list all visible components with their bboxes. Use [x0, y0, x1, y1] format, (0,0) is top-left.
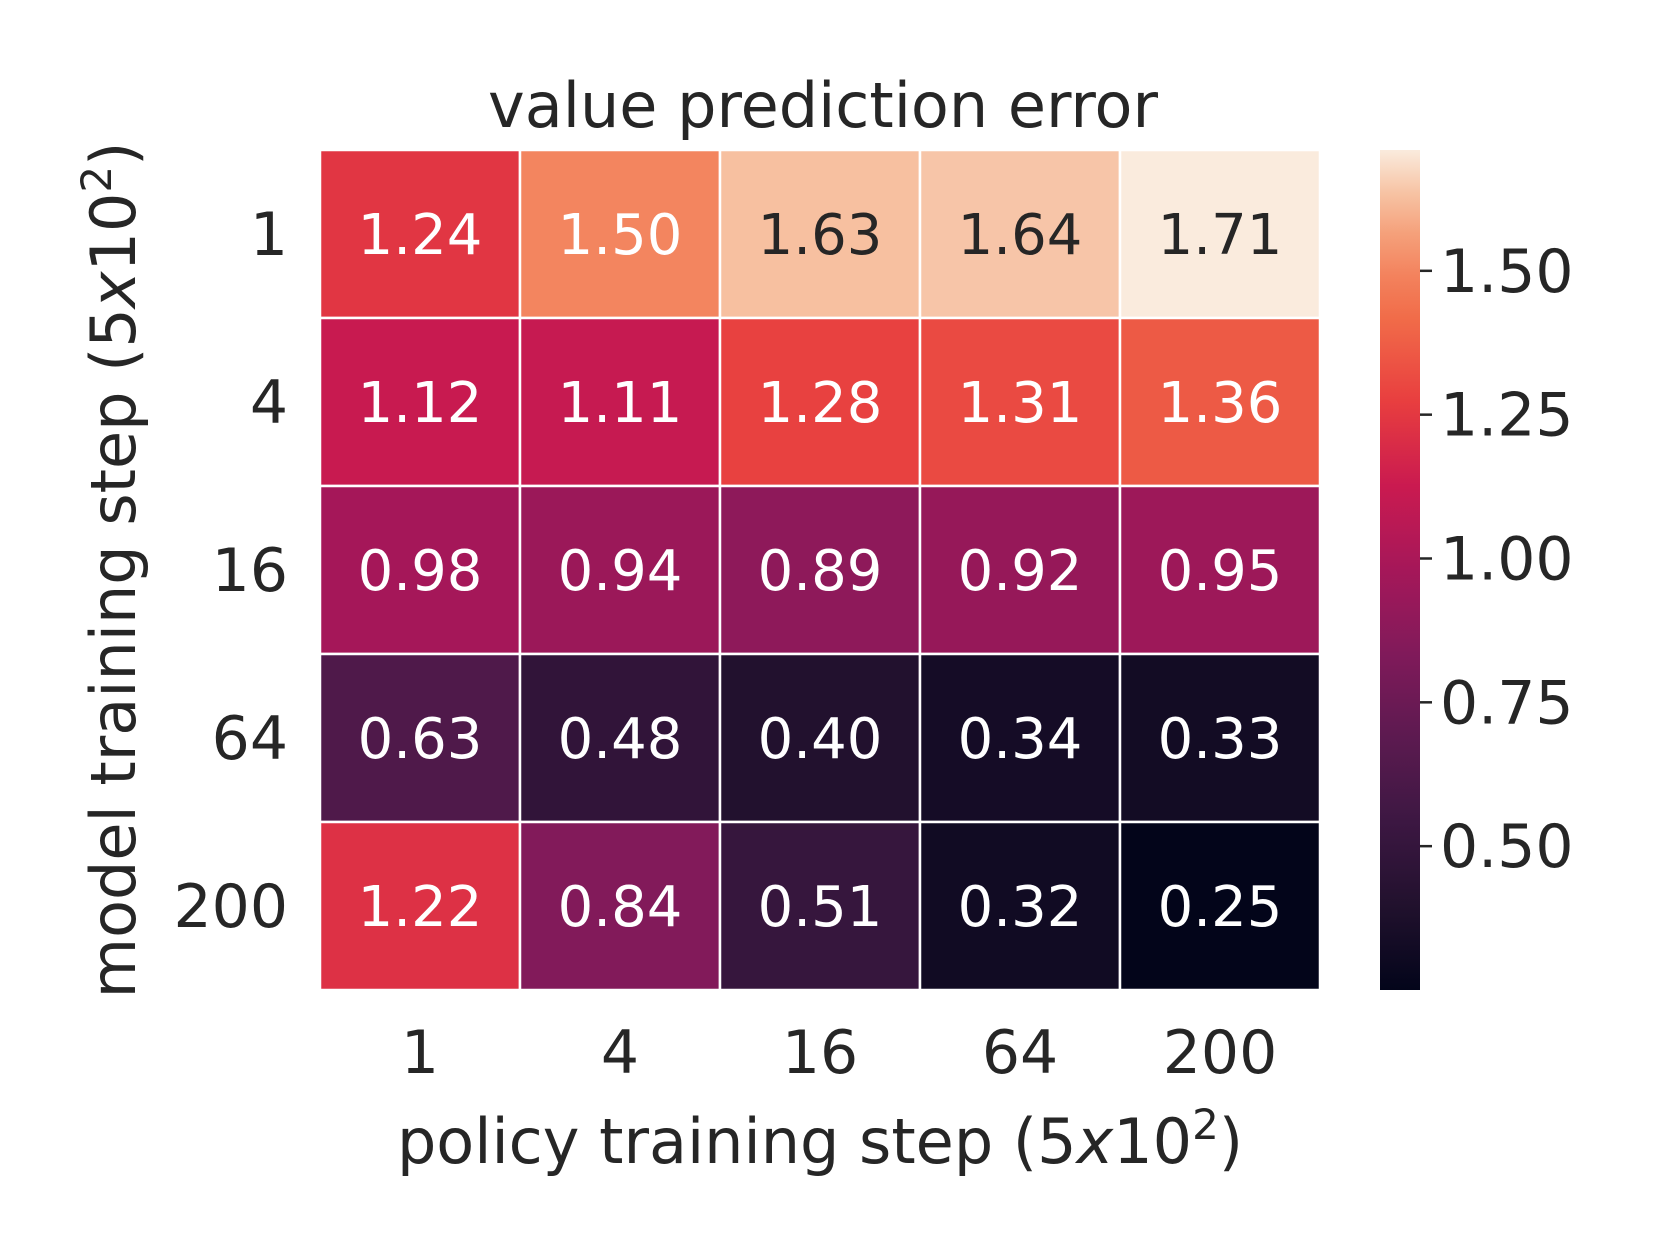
heatmap-cell [518, 148, 722, 320]
chart-title: value prediction error [488, 69, 1158, 142]
y-axis-label-italic: x [77, 270, 150, 310]
cell-value-label: 0.25 [1158, 875, 1283, 940]
cell-value-label: 0.84 [558, 875, 683, 940]
y-axis-label-close: ) [77, 142, 150, 166]
cell-value-label: 1.71 [1158, 203, 1283, 268]
cell-value-label: 0.33 [1158, 707, 1283, 772]
x-axis-label-text: policy training step (5 [397, 1105, 1077, 1178]
heatmap-cell [1118, 148, 1322, 320]
cell-value-label: 0.94 [558, 539, 683, 604]
x-tick-labels: 1 4 16 64 200 [401, 1018, 1277, 1088]
heatmap-cell [718, 316, 922, 488]
heatmap-cell [318, 148, 522, 320]
cell-value-label: 1.64 [958, 203, 1083, 268]
x-tick-label: 4 [601, 1018, 639, 1088]
colorbar-tick-label: 0.50 [1440, 812, 1574, 882]
cell-value-label: 1.36 [1158, 371, 1283, 436]
y-tick-label: 1 [250, 200, 288, 270]
cell-value-label: 1.12 [358, 371, 483, 436]
heatmap-cell [1118, 316, 1322, 488]
colorbar [1380, 150, 1420, 990]
x-axis-label: policy training step (5x102) [397, 1100, 1243, 1179]
cell-value-labels: 1.24 1.50 1.63 1.64 1.71 1.12 1.11 1.28 1.31 1.36… [358, 203, 1283, 940]
cell-value-label: 1.11 [558, 371, 683, 436]
colorbar-tick-label: 0.75 [1440, 668, 1574, 738]
x-tick-label: 200 [1163, 1018, 1278, 1088]
cell-value-label: 1.28 [758, 371, 883, 436]
colorbar-ticks: 0.50 0.75 1.00 1.25 1.50 [1420, 237, 1574, 882]
colorbar-tick-label: 1.00 [1440, 524, 1574, 594]
heatmap-cell [1118, 484, 1322, 656]
cell-value-label: 0.34 [958, 707, 1083, 772]
x-axis-label-italic: x [1075, 1105, 1115, 1178]
heatmap-cell [718, 148, 922, 320]
cell-value-label: 1.22 [358, 875, 483, 940]
colorbar-tick-label: 1.50 [1440, 237, 1574, 307]
heatmap-cell [318, 316, 522, 488]
cell-value-label: 0.89 [758, 539, 883, 604]
heatmap-cell [518, 484, 722, 656]
y-tick-label: 200 [173, 872, 288, 942]
x-tick-label: 1 [401, 1018, 439, 1088]
heatmap-cell [318, 820, 522, 992]
heatmap-cell [718, 484, 922, 656]
cell-value-label: 1.63 [758, 203, 883, 268]
cell-value-label: 0.92 [958, 539, 1083, 604]
cell-value-label: 0.51 [758, 875, 883, 940]
heatmap-cell [918, 484, 1122, 656]
cell-value-label: 0.98 [358, 539, 483, 604]
colorbar-tick-label: 1.25 [1440, 381, 1574, 451]
heatmap-cell [318, 652, 522, 824]
x-tick-label: 64 [982, 1018, 1058, 1088]
cell-value-label: 1.50 [558, 203, 683, 268]
cell-value-label: 0.32 [958, 875, 1083, 940]
x-axis-label-sup: 2 [1192, 1100, 1219, 1149]
y-tick-label: 4 [250, 368, 288, 438]
x-axis-label-base: 10 [1113, 1105, 1192, 1178]
heatmap-cell [518, 652, 722, 824]
y-axis-label-sup: 2 [72, 166, 121, 193]
x-axis-label-close: ) [1219, 1105, 1243, 1178]
y-axis-label: model training step (5x102) [72, 142, 151, 999]
heatmap-cells [318, 148, 1322, 992]
heatmap-cell [1118, 820, 1322, 992]
cell-value-label: 0.95 [1158, 539, 1283, 604]
y-axis-label-base: 10 [77, 193, 150, 272]
cell-value-label: 0.40 [758, 707, 883, 772]
heatmap-cell [518, 820, 722, 992]
heatmap-cell [1118, 652, 1322, 824]
x-tick-label: 16 [782, 1018, 858, 1088]
cell-value-label: 1.31 [958, 371, 1083, 436]
heatmap-cell [918, 652, 1122, 824]
cell-value-label: 0.48 [558, 707, 683, 772]
y-axis-label-text: model training step (5 [77, 308, 150, 998]
heatmap-cell [918, 148, 1122, 320]
y-tick-label: 64 [212, 704, 288, 774]
heatmap-cell [718, 820, 922, 992]
heatmap-cell [718, 652, 922, 824]
y-tick-label: 16 [212, 536, 288, 606]
y-tick-labels: 1 4 16 64 200 [173, 200, 288, 942]
cell-value-label: 0.63 [358, 707, 483, 772]
cell-value-label: 1.24 [358, 203, 483, 268]
